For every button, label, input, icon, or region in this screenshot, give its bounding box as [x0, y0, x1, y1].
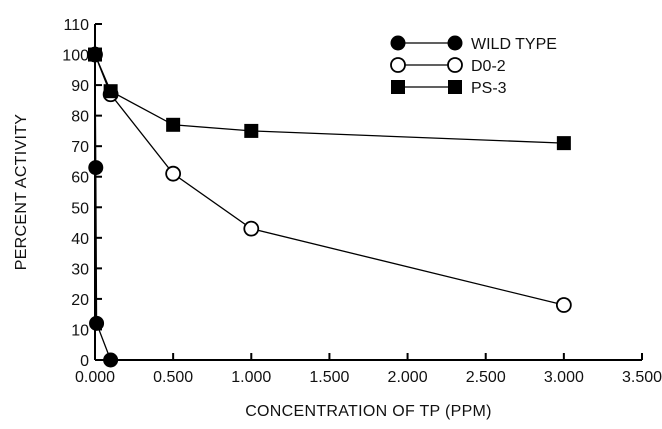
data-point [88, 160, 104, 176]
y-tick-label: 0 [80, 353, 89, 370]
legend-marker [391, 80, 405, 94]
data-point [556, 136, 571, 151]
data-point [165, 165, 182, 182]
legend-marker [447, 35, 463, 51]
legend-marker [448, 80, 462, 94]
y-axis-title: PERCENT ACTIVITY [13, 114, 30, 271]
data-point [103, 352, 119, 368]
y-tick-label: 30 [71, 261, 89, 278]
y-tick-label: 100 [62, 48, 89, 65]
data-point [87, 47, 103, 63]
legend-label: D0-2 [471, 58, 506, 75]
data-point [166, 117, 181, 132]
series-layer [87, 46, 572, 368]
x-tick-label: 3.500 [622, 369, 662, 386]
data-point [244, 123, 259, 138]
y-tick-label: 20 [71, 292, 89, 309]
y-tick-label: 110 [63, 17, 89, 34]
x-tick-label: 0.000 [75, 369, 115, 386]
data-point [89, 315, 105, 331]
y-tick-label: 50 [71, 200, 89, 217]
legend-label: WILD TYPE [471, 36, 557, 53]
y-axis-ticks: 0 10 20 30 40 50 60 70 80 90 100 110 [62, 17, 102, 370]
x-tick-label: 2.500 [466, 369, 506, 386]
data-point [243, 220, 260, 237]
y-tick-label: 70 [71, 139, 89, 156]
y-tick-label: 90 [71, 78, 89, 95]
y-tick-label: 40 [71, 231, 89, 248]
legend-marker [447, 57, 463, 73]
x-axis-title: CONCENTRATION OF TP (PPM) [245, 403, 492, 420]
y-tick-label: 10 [71, 322, 89, 339]
legend-label: PS-3 [471, 80, 507, 97]
x-tick-label: 1.500 [309, 369, 349, 386]
legend: WILD TYPE D0-2 PS-3 [390, 35, 557, 97]
legend-marker [390, 57, 406, 73]
y-tick-label: 60 [71, 170, 89, 187]
series-line [94, 54, 112, 361]
legend-marker [390, 35, 406, 51]
x-axis-ticks: 0.000 0.500 1.000 1.500 2.000 2.500 3.000 3.500 [75, 353, 662, 386]
x-tick-label: 1.000 [231, 369, 271, 386]
y-tick-label: 80 [71, 109, 89, 126]
data-point [103, 84, 118, 99]
x-tick-label: 3.000 [544, 369, 584, 386]
x-tick-label: 0.500 [153, 369, 193, 386]
data-point [555, 297, 572, 313]
x-tick-label: 2.000 [388, 369, 428, 386]
